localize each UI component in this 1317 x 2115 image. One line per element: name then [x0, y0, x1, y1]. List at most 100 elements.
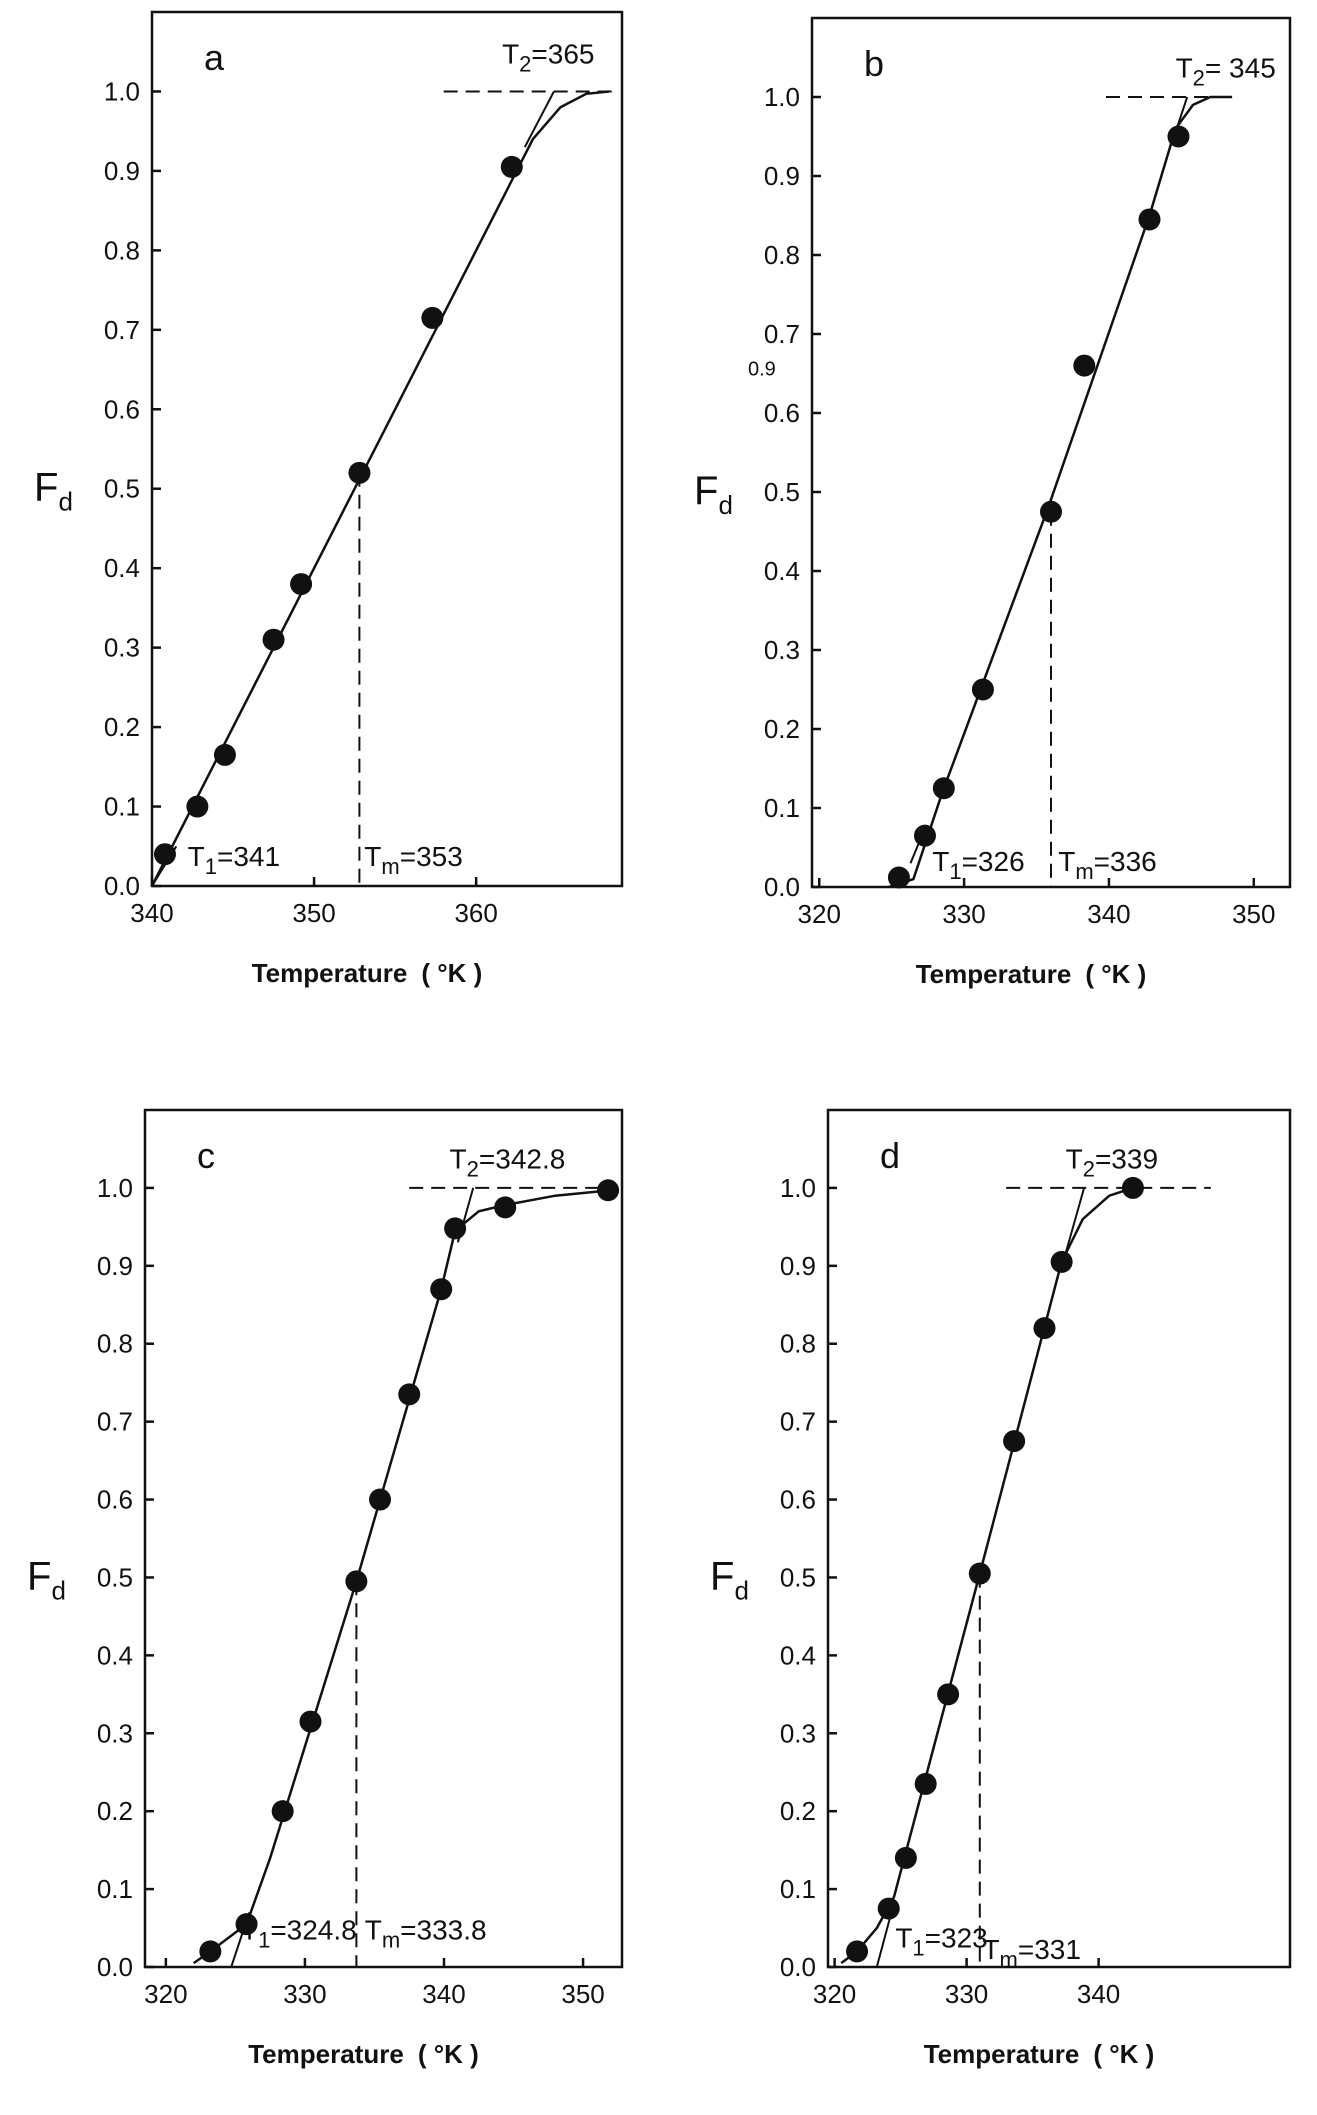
data-point	[186, 795, 209, 818]
data-point	[1003, 1430, 1026, 1453]
y-axis-title: F	[34, 466, 58, 510]
data-point	[235, 1913, 258, 1936]
tm-annotation-value: =331	[1018, 1934, 1081, 1965]
y-axis-label: Fd	[27, 1554, 66, 1605]
y-tick-label: 1.0	[97, 1173, 133, 1203]
y-tick-label: 0.4	[104, 553, 140, 583]
data-point	[1167, 125, 1190, 148]
x-tick-label: 340	[1087, 899, 1130, 929]
t1-annotation-subscript: 1	[258, 1928, 270, 1953]
t2-annotation-subscript: 2	[1193, 65, 1205, 90]
x-axis-unit: ( °K )	[1085, 959, 1146, 989]
y-tick-label: 0.5	[780, 1562, 816, 1592]
y-tick-label: 0.6	[104, 394, 140, 424]
tm-annotation-subscript: m	[382, 1928, 400, 1953]
t1-annotation-value: =341	[217, 841, 280, 872]
x-axis-label: Temperature ( °K )	[252, 958, 483, 988]
y-tick-label: 0.2	[104, 712, 140, 742]
tm-annotation-symbol: T	[365, 1915, 382, 1946]
x-tick-label: 320	[813, 1979, 856, 2009]
data-point	[887, 866, 910, 889]
t2-tangent-line	[523, 91, 555, 148]
t2-annotation: T2=342.8	[450, 1143, 566, 1181]
chart-panel-c: 0.0 0.1 0.2 0.3 0.4 0.5 0.6 0.7 0.8 0.9 1.0 320 330 3…	[27, 1108, 624, 2069]
t1-tangent-line	[875, 1912, 893, 1968]
data-point	[937, 1683, 960, 1706]
tm-annotation: Tm=333.8	[365, 1915, 487, 1953]
x-tick-label: 330	[945, 1979, 988, 2009]
y-tick-label: 0.1	[104, 792, 140, 822]
data-point	[348, 461, 371, 484]
y-tick-label: 1.0	[104, 76, 140, 106]
t1-annotation-symbol: T	[241, 1915, 258, 1946]
y-axis-subscript: d	[58, 487, 72, 517]
y-tick-label: 0.9	[780, 1251, 816, 1281]
y-tick-label: 0.2	[97, 1796, 133, 1826]
x-axis-unit: ( °K )	[1093, 2039, 1154, 2069]
t1-annotation-value: =323	[925, 1923, 988, 1954]
tm-annotation: Tm=336	[1058, 846, 1157, 884]
data-point	[1073, 354, 1096, 377]
y-axis-label: Fd	[34, 466, 73, 517]
x-tick-label: 350	[561, 1979, 604, 2009]
tm-annotation: Tm=331	[982, 1934, 1081, 1972]
fit-curve	[192, 1188, 612, 1965]
tm-annotation-value: =336	[1094, 846, 1157, 877]
y-tick-label: 0.5	[97, 1562, 133, 1592]
y-tick-label: 0.9	[97, 1251, 133, 1281]
y-tick-label: 0.8	[97, 1329, 133, 1359]
data-point	[398, 1383, 421, 1406]
y-tick-label: 0.6	[764, 398, 800, 428]
data-point	[1121, 1176, 1144, 1199]
t1-annotation-value: =324.8	[270, 1915, 356, 1946]
data-point	[894, 1846, 917, 1869]
data-point	[369, 1488, 392, 1511]
x-tick-label: 350	[292, 898, 335, 928]
x-tick-label: 330	[283, 1979, 326, 2009]
panel-letter: d	[880, 1135, 900, 1176]
chart-panel-b: 0.0 0.1 0.2 0.3 0.4 0.5 0.6 0.7 0.8 0.9 1.0 320 330 3…	[694, 16, 1292, 989]
t2-annotation-symbol: T	[1066, 1143, 1083, 1174]
tm-annotation-symbol: T	[982, 1934, 999, 1965]
tm-annotation-value: =333.8	[400, 1915, 486, 1946]
data-point	[494, 1196, 517, 1219]
x-axis-label: Temperature ( °K )	[924, 2039, 1155, 2069]
y-axis-label: Fd	[694, 469, 733, 520]
t2-annotation: T2=365	[502, 39, 594, 77]
y-tick-label: 0.3	[104, 633, 140, 663]
plot-frame	[143, 1108, 624, 1969]
t2-tangent-line	[1063, 1187, 1086, 1259]
y-tick-label: 0.8	[104, 235, 140, 265]
y-tick-label: 0.6	[780, 1485, 816, 1515]
y-tick-label: 0.1	[764, 793, 800, 823]
y-axis-title: F	[694, 469, 718, 513]
x-tick-label: 340	[130, 898, 173, 928]
x-tick-label: 340	[422, 1979, 465, 2009]
t1-annotation-subscript: 1	[912, 1936, 924, 1961]
t1-annotation: T1=323	[895, 1923, 987, 1961]
y-tick-label: 0.5	[764, 477, 800, 507]
y-tick-label: 0.0	[764, 872, 800, 902]
y-tick-label: 0.0	[97, 1952, 133, 1982]
y-tick-label: 0.3	[780, 1718, 816, 1748]
chart-panel-a: 0.0 0.1 0.2 0.3 0.4 0.5 0.6 0.7 0.8 0.9 1.0 340 350 3…	[34, 10, 624, 988]
data-point	[597, 1179, 620, 1202]
tm-annotation-subscript: m	[1000, 1947, 1018, 1972]
x-axis-unit: ( °K )	[421, 958, 482, 988]
y-tick-label: 0.9	[764, 161, 800, 191]
t1-annotation-subscript: 1	[205, 854, 217, 879]
panel-letter: b	[864, 43, 884, 84]
data-point	[1040, 500, 1062, 523]
y-tick-label: 0.6	[97, 1485, 133, 1515]
x-axis-label: Temperature ( °K )	[248, 2039, 479, 2069]
tm-annotation-symbol: T	[364, 841, 381, 872]
t2-annotation-subscript: 2	[1083, 1156, 1095, 1181]
data-point	[1138, 208, 1161, 231]
x-tick-label: 320	[144, 1979, 187, 2009]
fit-curve	[150, 90, 610, 887]
data-point	[913, 824, 936, 847]
y-axis-label: Fd	[710, 1554, 749, 1605]
y-tick-label: 1.0	[780, 1173, 816, 1203]
y-tick-label: 0.7	[780, 1407, 816, 1437]
